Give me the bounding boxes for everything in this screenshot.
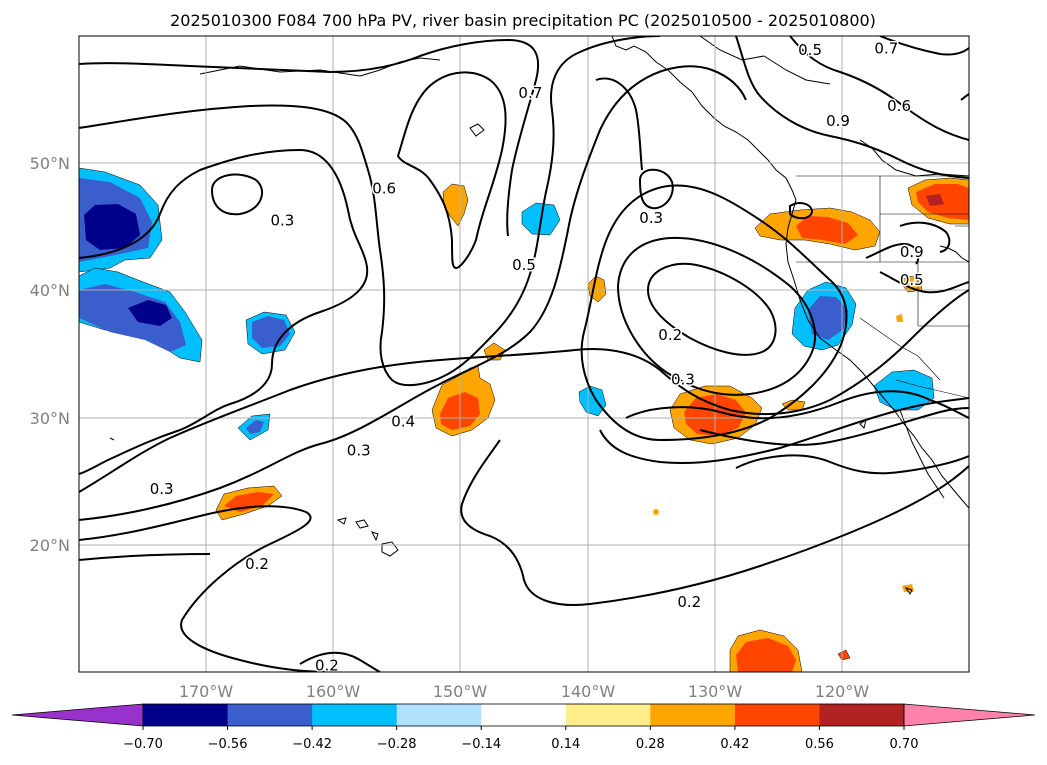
colorbar-swatch: [143, 704, 229, 726]
colorbar-tick-label: 0.56: [805, 737, 834, 752]
contour-label: 0.6: [372, 180, 396, 198]
anomaly-area-pos: [837, 649, 851, 661]
x-tick-label: 130°W: [688, 682, 743, 701]
contour-label: 0.5: [512, 256, 536, 274]
contour-label: 0.5: [900, 271, 924, 289]
colorbar-tick-label: −0.14: [461, 737, 501, 752]
contour-label: 0.6: [887, 97, 911, 115]
anomaly-area-pos: [896, 314, 903, 322]
anomaly-area-pos: [224, 492, 274, 512]
y-tick-label: 40°N: [30, 281, 70, 300]
y-tick-label: 50°N: [30, 154, 70, 173]
anomaly-area-pos: [926, 194, 944, 206]
colorbar-tick-label: 0.70: [890, 737, 919, 752]
anomaly-area-pos: [653, 509, 659, 515]
anomaly-area-neg: [873, 369, 935, 411]
colorbar-outline: [142, 703, 905, 727]
chart-title: 2025010300 F084 700 hPa PV, river basin …: [170, 11, 876, 30]
contour-label: 0.7: [874, 40, 898, 58]
anomaly-area-neg: [128, 300, 172, 326]
colorbar-swatch: [650, 704, 736, 726]
pv-contours: [79, 36, 969, 672]
contour-label: 0.7: [518, 84, 542, 102]
contour-label: 0.2: [315, 657, 339, 675]
contour-label: 0.2: [245, 555, 269, 573]
colorbar-tick-label: 0.14: [551, 737, 580, 752]
political-borders: [796, 175, 969, 399]
contour-label: 0.3: [347, 442, 371, 460]
contour-label: 0.2: [658, 326, 682, 344]
colorbar-tick-label: −0.70: [123, 737, 163, 752]
colorbar-swatch: [396, 704, 482, 726]
anomaly-area-pos: [736, 638, 796, 672]
y-axis-ticks: 50°N 40°N 30°N 20°N: [30, 154, 70, 555]
contour-label: 0.4: [391, 412, 415, 430]
colorbar-tick-label: 0.42: [720, 737, 749, 752]
contour-label: 0.3: [150, 480, 174, 498]
contour-label: 0.3: [671, 370, 695, 388]
anomaly-area-neg: [578, 385, 607, 417]
contour-label: 0.2: [677, 593, 701, 611]
colorbar-tick-label: 0.28: [636, 737, 665, 752]
x-tick-label: 120°W: [815, 682, 870, 701]
y-tick-label: 20°N: [30, 536, 70, 555]
contour-label: 0.5: [798, 41, 822, 59]
contour-label: 0.3: [270, 211, 294, 229]
colorbar-swatch: [819, 704, 905, 726]
map-area: 0.3 0.3 0.3 0.3 0.3 0.4 0.5 0.5 0.5 0.6 0.6 0.7 0.7 0…: [79, 36, 969, 675]
colorbar-extend-low: [11, 703, 144, 727]
y-tick-label: 30°N: [30, 409, 70, 428]
anomaly-area-neg: [252, 316, 290, 348]
x-axis-ticks: 170°W 160°W 150°W 140°W 130°W 120°W: [179, 682, 870, 701]
x-tick-label: 140°W: [561, 682, 616, 701]
colorbar-ticks: −0.70 −0.56 −0.42 −0.28 −0.14 0.14 0.28 0.42 0.5…: [123, 726, 918, 752]
anomaly-area-neg: [84, 204, 140, 250]
colorbar-swatch: [734, 704, 820, 726]
anomaly-area-neg: [246, 420, 264, 434]
colorbar-tick-label: −0.28: [377, 737, 417, 752]
colorbar-extend-high: [903, 703, 1036, 727]
colorbar-tick-label: −0.42: [292, 737, 332, 752]
colorbar: −0.70 −0.56 −0.42 −0.28 −0.14 0.14 0.28 0.42 0.5…: [11, 703, 1036, 752]
colorbar-swatch: [312, 704, 398, 726]
anomaly-area-neg: [79, 284, 186, 352]
x-tick-label: 160°W: [306, 682, 361, 701]
x-tick-label: 170°W: [179, 682, 234, 701]
contour-label: 0.9: [900, 243, 924, 261]
negative-anomaly-areas: [79, 167, 935, 441]
colorbar-swatches: [11, 703, 1036, 727]
colorbar-swatch: [481, 704, 567, 726]
anomaly-area-neg: [808, 296, 848, 340]
colorbar-swatch: [227, 704, 313, 726]
contour-label: 0.9: [826, 112, 850, 130]
x-tick-label: 150°W: [433, 682, 488, 701]
colorbar-tick-label: −0.56: [208, 737, 248, 752]
pv-contour-labels: 0.3 0.3 0.3 0.3 0.3 0.4 0.5 0.5 0.5 0.6 0.6 0.7 0.7 0…: [148, 38, 925, 675]
map-frame: [78, 35, 970, 673]
colorbar-swatch: [565, 704, 651, 726]
contour-label: 0.3: [639, 209, 663, 227]
